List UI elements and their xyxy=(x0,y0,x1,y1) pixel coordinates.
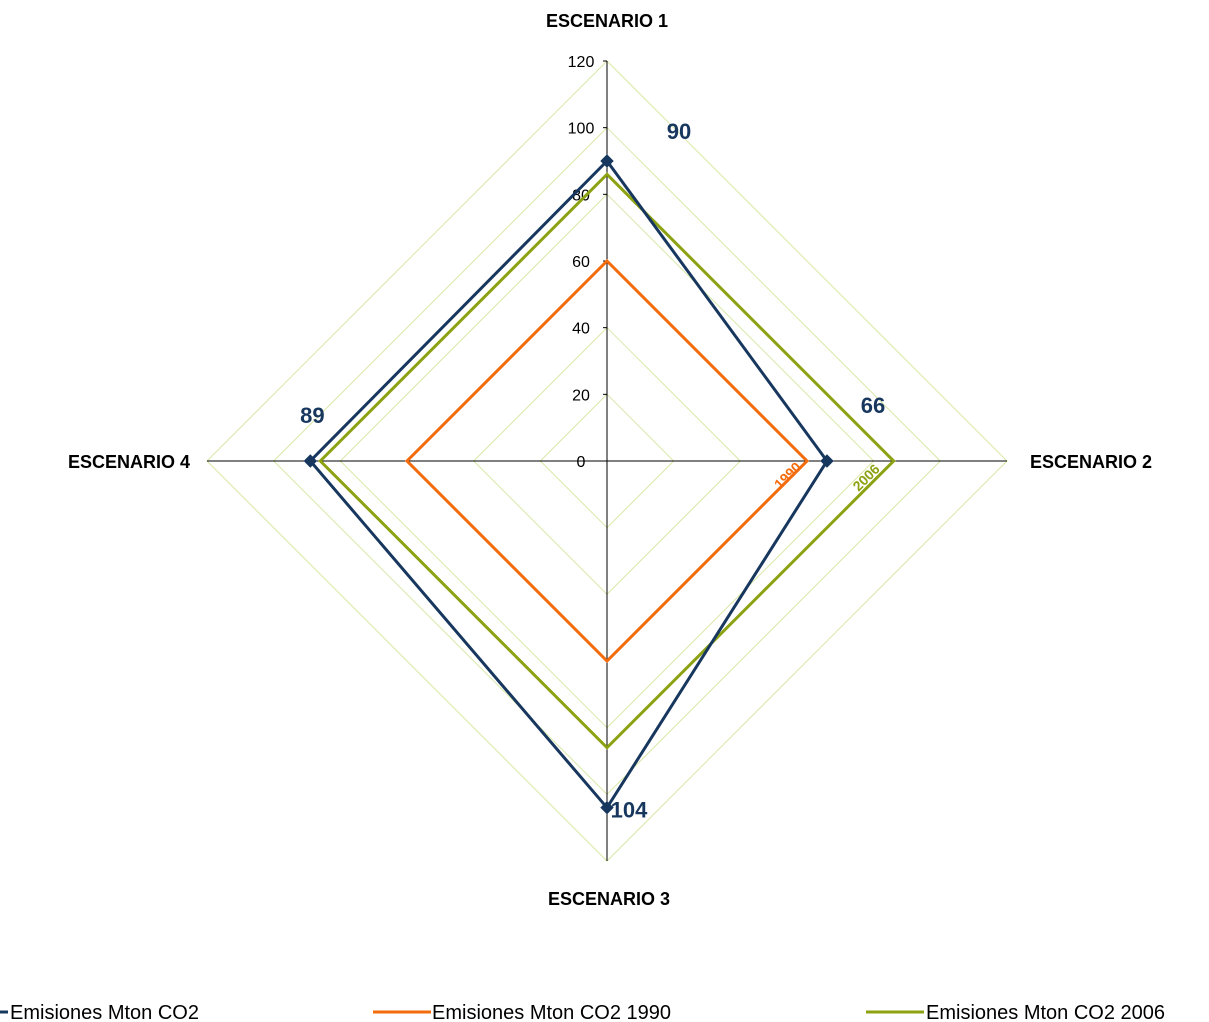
tick-label-100: 100 xyxy=(568,121,595,138)
data-label-2: 66 xyxy=(861,393,885,418)
legend-item-emisiones: Emisiones Mton CO2 xyxy=(0,1002,199,1022)
series-line-2 xyxy=(318,172,896,750)
series-marker-0-3 xyxy=(303,454,318,468)
legend-item-emisiones-2006: Emisiones Mton CO2 2006 xyxy=(866,1002,1165,1022)
tick-label-0: 0 xyxy=(577,454,586,471)
series-marker-0-2 xyxy=(600,800,614,815)
category-label-escenario-3: ESCENARIO 3 xyxy=(548,889,670,909)
data-label-1: 90 xyxy=(667,119,691,144)
radar-axes xyxy=(207,60,1007,861)
tick-label-40: 40 xyxy=(572,321,590,338)
series-marker-0-0 xyxy=(600,154,614,168)
legend-label-emisiones-1990: Emisiones Mton CO2 1990 xyxy=(432,1002,671,1022)
tick-label-20: 20 xyxy=(572,387,590,404)
legend-label-emisiones-2006: Emisiones Mton CO2 2006 xyxy=(926,1002,1165,1022)
series-line-1 xyxy=(404,258,810,664)
legend: Emisiones Mton CO2 Emisiones Mton CO2 19… xyxy=(0,1002,1165,1022)
tick-label-120: 120 xyxy=(568,54,595,71)
data-label-3: 104 xyxy=(611,798,648,823)
tick-label-60: 60 xyxy=(572,254,590,271)
category-label-escenario-1: ESCENARIO 1 xyxy=(546,11,668,31)
legend-item-emisiones-1990: Emisiones Mton CO2 1990 xyxy=(373,1002,671,1022)
series-marker-0-1 xyxy=(820,454,834,468)
legend-label-emisiones: Emisiones Mton CO2 xyxy=(10,1002,199,1022)
category-label-escenario-4: ESCENARIO 4 xyxy=(68,452,190,472)
radar-series xyxy=(303,154,896,815)
category-label-escenario-2: ESCENARIO 2 xyxy=(1030,452,1152,472)
data-label-4: 89 xyxy=(300,403,324,428)
year-label-1990: 1990 xyxy=(771,459,804,492)
